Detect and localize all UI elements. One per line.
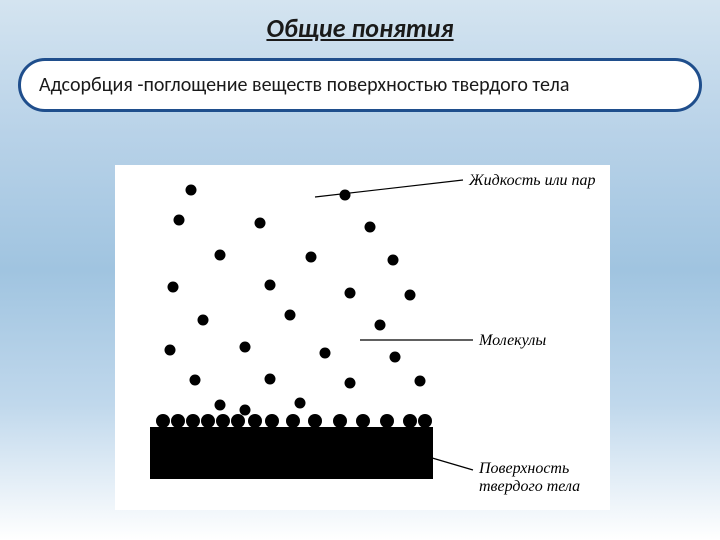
molecule-icon [295, 398, 306, 409]
molecule-icon [201, 414, 215, 428]
molecule-icon [333, 414, 347, 428]
molecule-icon [390, 352, 401, 363]
molecule-icon [403, 414, 417, 428]
molecule-icon [174, 215, 185, 226]
floating-molecules-group [165, 185, 426, 416]
molecule-icon [308, 414, 322, 428]
adsorption-diagram: Жидкость или пар Молекулы Поверхность тв… [115, 165, 610, 510]
solid-surface [150, 427, 433, 479]
molecule-icon [286, 414, 300, 428]
molecule-icon [345, 288, 356, 299]
definition-box: Адсорбция -поглощение веществ поверхност… [18, 58, 702, 112]
molecule-icon [418, 414, 432, 428]
molecule-icon [215, 250, 226, 261]
molecule-icon [388, 255, 399, 266]
leader-line [315, 180, 463, 197]
molecule-icon [240, 405, 251, 416]
molecule-icon [265, 374, 276, 385]
page-title: Общие понятия [0, 0, 720, 44]
molecule-icon [320, 348, 331, 359]
molecule-icon [165, 345, 176, 356]
molecule-icon [215, 400, 226, 411]
molecule-icon [415, 376, 426, 387]
molecule-icon [380, 414, 394, 428]
molecule-icon [186, 185, 197, 196]
molecule-icon [186, 414, 200, 428]
molecule-icon [356, 414, 370, 428]
definition-text: Адсорбция -поглощение веществ поверхност… [39, 73, 569, 97]
molecule-icon [255, 218, 266, 229]
molecule-icon [265, 280, 276, 291]
label-surface-line1: Поверхность [478, 460, 569, 477]
molecule-icon [240, 342, 251, 353]
molecule-icon [168, 282, 179, 293]
molecule-icon [265, 414, 279, 428]
adsorbed-molecules-group [156, 414, 432, 428]
molecule-icon [365, 222, 376, 233]
molecule-icon [285, 310, 296, 321]
molecule-icon [306, 252, 317, 263]
molecule-icon [156, 414, 170, 428]
label-liquid-gas: Жидкость или пар [468, 172, 596, 189]
label-surface-line2: твердого тела [479, 478, 580, 495]
molecule-icon [190, 375, 201, 386]
molecule-icon [171, 414, 185, 428]
diagram-svg: Жидкость или пар Молекулы Поверхность тв… [115, 165, 610, 510]
molecule-icon [345, 378, 356, 389]
molecule-icon [405, 290, 416, 301]
molecule-icon [248, 414, 262, 428]
molecule-icon [375, 320, 386, 331]
molecule-icon [216, 414, 230, 428]
molecule-icon [198, 315, 209, 326]
molecule-icon [231, 414, 245, 428]
molecule-icon [340, 190, 351, 201]
label-molecules: Молекулы [478, 332, 546, 349]
